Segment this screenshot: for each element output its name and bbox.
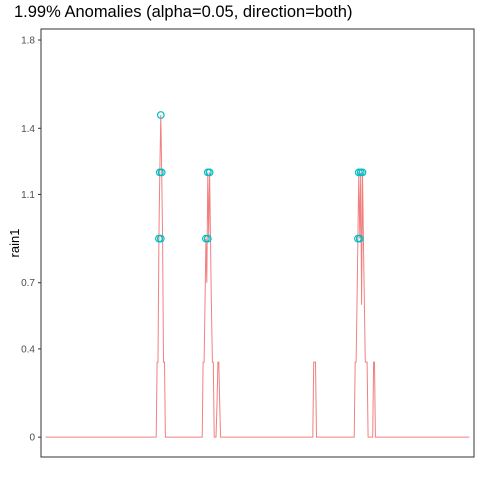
y-tick-label: 1.1 (21, 190, 35, 201)
y-tick-label: 0.7 (21, 278, 35, 289)
y-tick-label: 0.4 (21, 344, 35, 355)
y-axis-title: rain1 (7, 229, 22, 258)
y-tick-label: 1.8 (21, 36, 35, 47)
plot-panel (41, 29, 474, 457)
y-tick-label: 1.4 (21, 124, 35, 135)
y-tick-label: 0 (29, 433, 35, 444)
y-axis: 0 0.4 0.7 1.1 1.4 1.8 (21, 36, 41, 444)
